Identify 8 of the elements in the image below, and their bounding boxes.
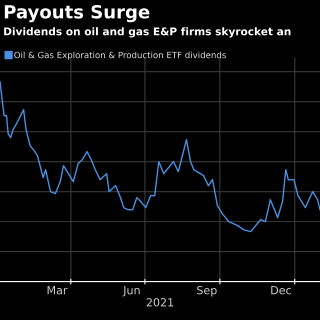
x-tick-label: Mar [48,286,68,294]
x-tick-label: Dec [271,286,291,294]
x-tick-label: Sep [197,286,217,297]
chart-subtitle: Dividends on oil and gas E&P firms skyrocket an [4,27,290,38]
x-tick-label: Jun [122,286,140,296]
x-axis-title: 2021 [146,298,174,307]
chart-title: Payouts Surge [4,4,150,22]
legend-label: Oil & Gas Exploration & Production ETF dividends [14,52,226,60]
